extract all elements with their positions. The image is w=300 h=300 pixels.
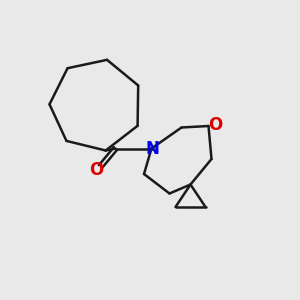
Text: N: N: [145, 140, 159, 158]
Text: O: O: [89, 161, 103, 179]
Text: O: O: [208, 116, 223, 134]
